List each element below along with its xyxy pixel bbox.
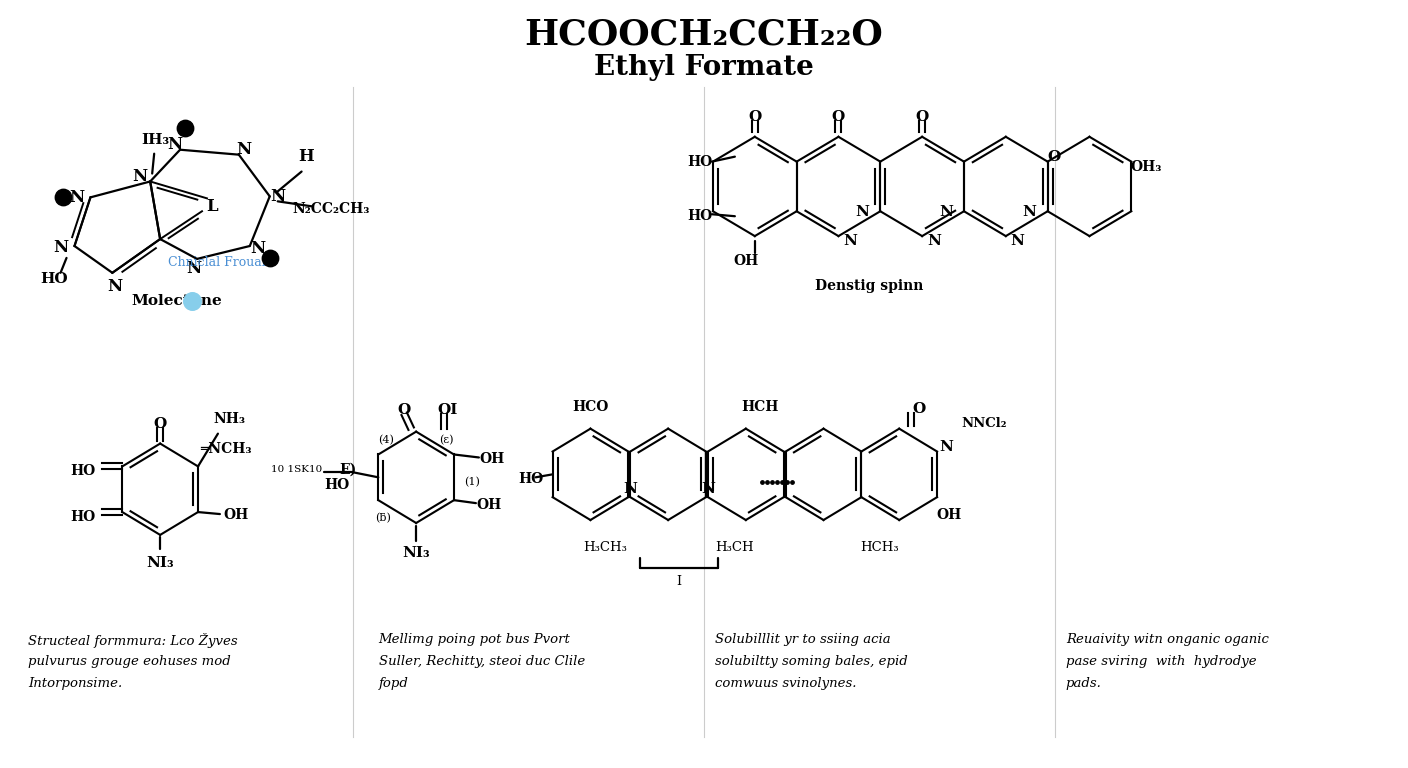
Point [756,476,779,488]
Text: pase sviring  with  hydrodye: pase sviring with hydrodye [1066,655,1256,668]
Text: O: O [915,110,929,124]
Text: N: N [843,234,857,248]
Text: HO: HO [687,209,712,223]
Text: HO: HO [41,272,69,286]
Text: Structeal formmura: Lco Žyves: Structeal formmura: Lco Žyves [28,633,238,648]
Text: Denstig spinn: Denstig spinn [815,279,924,293]
Text: N: N [926,234,941,248]
Text: HO: HO [324,478,349,492]
Point [766,476,788,488]
Text: N: N [168,136,183,154]
Text: N: N [856,205,869,219]
Text: Mellimg poing pot bus Pvort: Mellimg poing pot bus Pvort [379,633,570,646]
Text: H₃CH₃: H₃CH₃ [583,541,628,554]
Point [259,252,282,264]
Text: Suller, Rechitty, steoi duc Clile: Suller, Rechitty, steoi duc Clile [379,655,584,668]
Text: HO: HO [687,154,712,169]
Point [760,476,783,488]
Text: N: N [270,188,286,205]
Text: IH₃: IH₃ [141,133,169,147]
Text: OH: OH [476,498,501,512]
Text: Solubilllit yr to ssiing acia: Solubilllit yr to ssiing acia [715,633,891,646]
Point [750,476,773,488]
Text: NH₃: NH₃ [214,412,246,425]
Text: N: N [624,482,638,496]
Text: (ε): (ε) [439,435,453,445]
Text: ═NCH₃: ═NCH₃ [200,442,252,455]
Text: N: N [939,439,953,454]
Point [776,476,798,488]
Text: NNCl₂: NNCl₂ [962,417,1007,430]
Text: N: N [1010,234,1024,248]
Text: HO: HO [70,465,96,478]
Text: HCH₃: HCH₃ [860,541,898,554]
Text: N: N [54,240,68,257]
Text: N₂CC₂CH₃: N₂CC₂CH₃ [293,202,370,217]
Point [770,476,793,488]
Point [180,294,203,306]
Text: OH: OH [734,254,759,268]
Text: Molectune: Molectune [132,293,222,308]
Point [51,191,73,204]
Text: NI₃: NI₃ [146,556,175,570]
Text: HCOOCH₂CCH₂₂O: HCOOCH₂CCH₂₂O [525,18,883,51]
Text: 10 1SK10: 10 1SK10 [270,465,322,474]
Text: pulvurus grouge eohuses mod: pulvurus grouge eohuses mod [28,655,231,668]
Text: O: O [748,110,762,124]
Text: N: N [1022,205,1036,219]
Text: NI₃: NI₃ [403,546,429,560]
Text: (ƃ): (ƃ) [376,513,391,523]
Text: (4): (4) [379,435,394,445]
Text: H₃CH: H₃CH [715,541,755,554]
Text: OI: OI [438,402,458,417]
Point [173,121,196,134]
Text: O: O [153,417,166,431]
Text: N: N [132,168,148,185]
Text: E): E) [339,462,358,476]
Text: N: N [939,205,953,219]
Text: (1): (1) [465,477,480,488]
Text: I: I [677,575,681,588]
Text: Intorponsime.: Intorponsime. [28,677,122,690]
Text: solubiltty soming bales, epid: solubiltty soming bales, epid [715,655,908,668]
Text: N: N [251,240,265,257]
Text: HO: HO [518,472,543,486]
Text: comwuus svinolynes.: comwuus svinolynes. [715,677,856,690]
Point [780,476,803,488]
Text: pads.: pads. [1066,677,1101,690]
Text: OH: OH [224,508,248,522]
Text: Chniclal Froual: Chniclal Froual [168,257,266,270]
Text: Reuaivity witn onganic oganic: Reuaivity witn onganic oganic [1066,633,1269,646]
Text: Ethyl Formate: Ethyl Formate [594,54,814,81]
Text: N: N [701,482,715,496]
Text: OH: OH [479,452,504,466]
Text: HCO: HCO [572,400,608,414]
Text: N: N [186,260,201,277]
Text: O: O [912,402,926,415]
Text: OH: OH [936,508,962,522]
Text: N: N [107,278,122,295]
Text: OH₃: OH₃ [1131,160,1162,174]
Text: N: N [69,189,84,206]
Text: H: H [298,148,314,165]
Text: N: N [237,141,252,158]
Text: L: L [206,198,218,215]
Text: O: O [832,110,845,124]
Text: HO: HO [70,510,96,524]
Text: O: O [1048,150,1060,164]
Text: fopd: fopd [379,677,408,690]
Text: O: O [397,402,411,417]
Text: HCH: HCH [741,400,779,414]
